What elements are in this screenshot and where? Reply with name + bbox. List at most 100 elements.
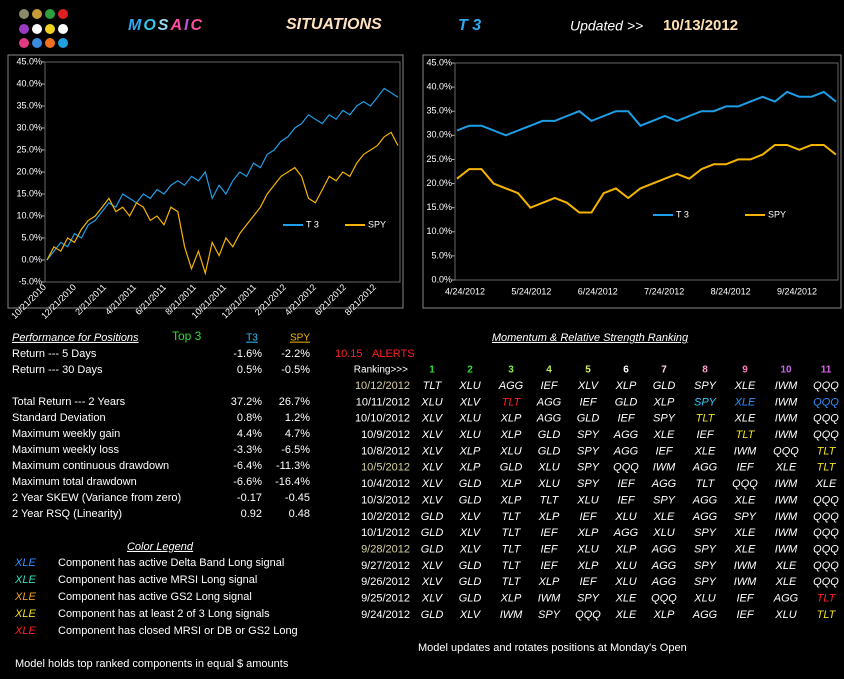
plot-frame [44, 61, 401, 283]
y-tick-label: 0.0% [431, 274, 452, 284]
perf-subtitle: Top 3 [172, 329, 202, 343]
rank-ticker: IEF [736, 593, 754, 605]
brand-letter: O [143, 17, 157, 34]
rank-ticker: XLE [653, 429, 675, 441]
rank-ticker: XLU [693, 593, 715, 605]
rank-ticker: QQQ [813, 560, 839, 572]
series-line [46, 87, 399, 261]
perf-value: 0.8% [237, 412, 262, 424]
rank-ticker: IWM [538, 593, 561, 605]
brand-letter: M [128, 17, 143, 34]
rank-ticker: XLV [421, 560, 444, 572]
y-tick-label: 25.0% [426, 154, 452, 164]
y-tick-label: 35.0% [426, 106, 452, 116]
rank-ticker: QQQ [613, 462, 639, 474]
rank-ticker: XLV [421, 429, 444, 441]
rank-ticker: IEF [540, 560, 558, 572]
rank-ticker: QQQ [773, 445, 799, 457]
rank-ticker: IWM [775, 478, 798, 490]
model: T 3 [458, 17, 481, 34]
rank-date: 10/8/2012 [361, 445, 410, 457]
ranking-label: Ranking>>> [354, 365, 408, 376]
y-tick-label: 20.0% [426, 178, 452, 188]
section: SITUATIONS [286, 16, 382, 33]
rank-ticker: AGG [613, 527, 639, 539]
rank-ticker: QQQ [651, 593, 677, 605]
legend-label: SPY [368, 219, 386, 229]
rank-ticker: IEF [736, 462, 754, 474]
rank-ticker: IWM [734, 445, 757, 457]
y-tick-label: 25.0% [16, 144, 42, 154]
rank-ticker: QQQ [813, 413, 839, 425]
legend-ticker: XLE [14, 608, 36, 620]
rank-ticker: XLU [537, 478, 559, 490]
perf-label: 2 Year SKEW (Variance from zero) [12, 492, 181, 504]
rank-ticker: AGG [651, 544, 677, 556]
logo [19, 9, 68, 48]
perf-value: 0.48 [289, 508, 310, 520]
legend-text: Component has active GS2 Long signal [58, 591, 252, 603]
rank-ticker: XLU [576, 494, 598, 506]
perf-column: T3 [246, 333, 258, 344]
rank-ticker: XLE [734, 527, 756, 539]
rank-ticker: XLV [459, 511, 482, 523]
rank-ticker: XLV [459, 609, 482, 621]
rank-ticker: XLE [694, 445, 716, 457]
rank-date: 9/24/2012 [361, 609, 410, 621]
rank-ticker: XLE [734, 413, 756, 425]
rank-ticker: GLD [421, 511, 444, 523]
rank-ticker: XLE [734, 544, 756, 556]
rank-ticker: AGG [536, 413, 562, 425]
y-tick-label: 35.0% [16, 100, 42, 110]
rank-ticker: AGG [692, 609, 718, 621]
rank-date: 10/3/2012 [361, 494, 410, 506]
rank-ticker: GLD [538, 429, 561, 441]
perf-value: 37.2% [231, 396, 262, 408]
perf-label: Total Return --- 2 Years [12, 396, 126, 408]
rank-ticker: TLT [817, 609, 837, 621]
perf-value: -3.3% [233, 444, 262, 456]
perf-label: Standard Deviation [12, 412, 106, 424]
rank-ticker: IEF [540, 544, 558, 556]
rank-column: 3 [508, 365, 514, 376]
rank-ticker: IEF [617, 478, 635, 490]
y-tick-label: 5.0% [21, 232, 42, 242]
rank-ticker: GLD [421, 609, 444, 621]
rank-ticker: AGG [692, 494, 718, 506]
rank-date: 10/5/2012 [361, 462, 410, 474]
rank-ticker: QQQ [813, 380, 839, 392]
rank-date: 10/1/2012 [361, 527, 410, 539]
updated-label: Updated >> [570, 18, 643, 34]
rank-ticker: IWM [775, 380, 798, 392]
rank-ticker: TLT [736, 429, 756, 441]
note: Model updates and rotates positions at M… [418, 642, 687, 654]
rank-ticker: XLU [614, 560, 636, 572]
rank-ticker: GLD [421, 527, 444, 539]
perf-value: -0.45 [285, 492, 310, 504]
perf-label: Maximum continuous drawdown [12, 460, 169, 472]
rank-ticker: XLP [500, 429, 522, 441]
rank-ticker: IEF [736, 609, 754, 621]
legend-ticker: XLE [14, 625, 36, 637]
perf-label: Maximum weekly gain [12, 428, 120, 440]
perf-value: -1.6% [233, 348, 262, 360]
rank-ticker: AGG [651, 478, 677, 490]
perf-value: 0.5% [237, 364, 262, 376]
rank-ticker: SPY [694, 527, 717, 539]
rank-ticker: TLT [502, 511, 522, 523]
rank-ticker: SPY [653, 413, 676, 425]
y-tick-label: 40.0% [426, 81, 452, 91]
rank-column: 8 [702, 365, 708, 376]
brand: MOSAIC [128, 17, 204, 34]
y-tick-label: 40.0% [16, 78, 42, 88]
brand-letter: A [169, 17, 184, 34]
rank-ticker: AGG [498, 380, 524, 392]
legend-label: T 3 [306, 219, 319, 229]
rank-ticker: XLV [421, 462, 444, 474]
rank-ticker: AGG [651, 576, 677, 588]
rank-ticker: XLU [614, 576, 636, 588]
perf-value: -6.4% [233, 460, 262, 472]
rank-ticker: XLE [775, 462, 797, 474]
rank-ticker: IWM [775, 396, 798, 408]
